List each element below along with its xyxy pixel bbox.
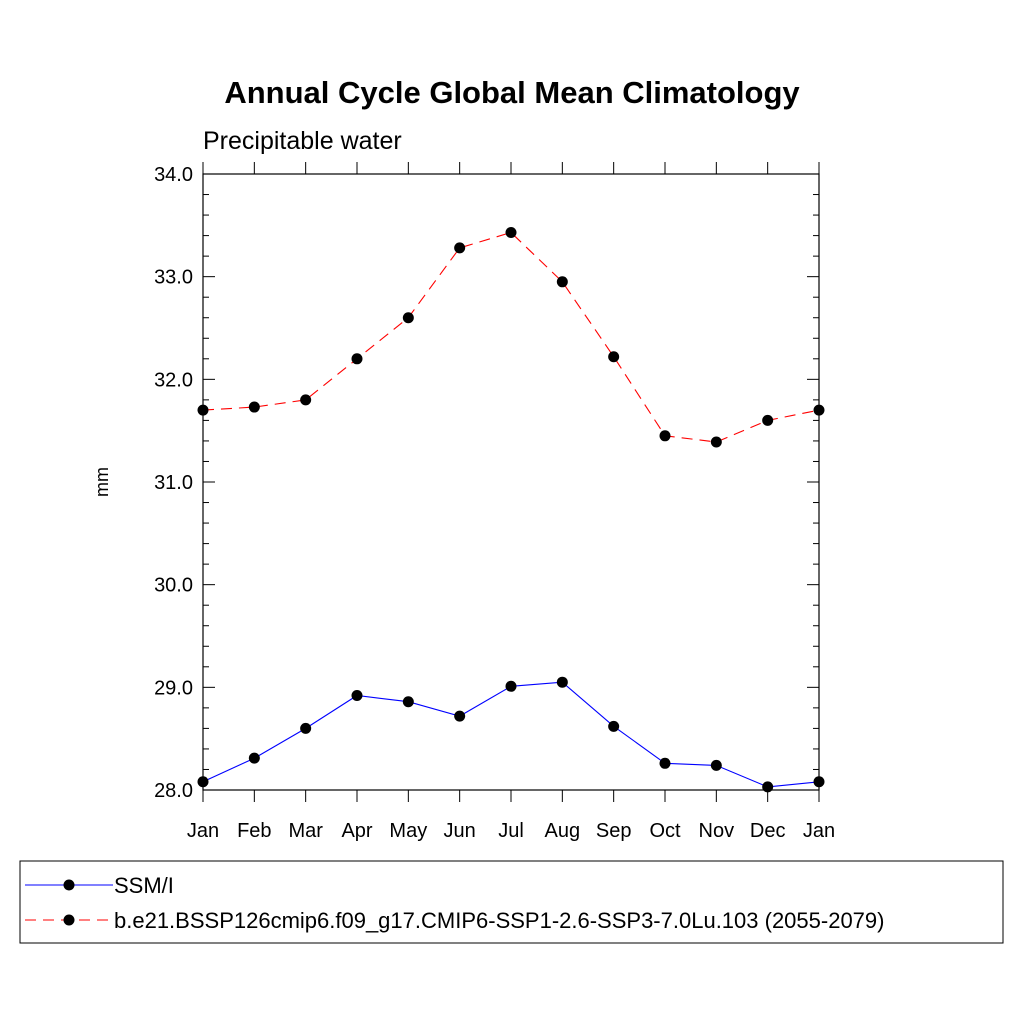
legend-label-model: b.e21.BSSP126cmip6.f09_g17.CMIP6-SSP1-2.… — [114, 908, 884, 933]
data-point-series-0 — [300, 722, 312, 734]
data-point-series-1 — [659, 430, 671, 442]
legend-entry-model: b.e21.BSSP126cmip6.f09_g17.CMIP6-SSP1-2.… — [25, 908, 884, 933]
data-point-series-0 — [710, 759, 722, 771]
x-tick-label: Feb — [237, 820, 271, 842]
x-tick-label: Nov — [699, 820, 735, 842]
x-tick-label: Jan — [187, 820, 219, 842]
series-line-0 — [202, 681, 820, 788]
y-axis-label: mm — [92, 467, 112, 497]
y-tick-labels: 28.0 29.0 30.0 31.0 32.0 33.0 34.0 — [154, 164, 193, 802]
data-point-series-1 — [556, 276, 568, 288]
y-tick-label: 32.0 — [154, 369, 193, 391]
data-point-series-1 — [402, 312, 414, 324]
chart-title: Annual Cycle Global Mean Climatology — [224, 75, 800, 110]
y-tick-label: 34.0 — [154, 164, 193, 186]
y-tick-label: 33.0 — [154, 267, 193, 289]
x-tick-label: Oct — [649, 820, 681, 842]
legend: SSM/I b.e21.BSSP126cmip6.f09_g17.CMIP6-S… — [19, 860, 1004, 944]
data-point-series-0 — [402, 696, 414, 708]
x-tick-label: Jan — [803, 820, 835, 842]
plot-frame — [202, 173, 820, 791]
x-tick-label: Apr — [341, 820, 372, 842]
x-tick-label: Sep — [596, 820, 632, 842]
x-tick-label: Jul — [498, 820, 524, 842]
y-tick-label: 28.0 — [154, 780, 193, 802]
x-tick-labels: Jan Feb Mar Apr May Jun Jul Aug Sep Oct Nov Dec Jan — [187, 820, 835, 842]
data-point-series-1 — [505, 227, 517, 239]
data-series — [197, 227, 825, 793]
series-line-1 — [202, 231, 820, 443]
x-tick-label: Jun — [444, 820, 476, 842]
y-tick-label: 29.0 — [154, 677, 193, 699]
axis-ticks — [202, 162, 820, 802]
legend-entry-ssmi: SSM/I — [25, 873, 174, 898]
data-point-series-0 — [608, 720, 620, 732]
legend-box — [19, 860, 1004, 944]
data-point-series-1 — [762, 414, 774, 426]
data-point-series-1 — [300, 394, 312, 406]
data-point-series-0 — [556, 676, 568, 688]
data-point-series-1 — [710, 436, 722, 448]
data-point-series-1 — [248, 401, 260, 413]
data-point-series-1 — [608, 351, 620, 363]
x-tick-label: Mar — [288, 820, 323, 842]
data-point-series-0 — [659, 757, 671, 769]
data-point-series-1 — [351, 353, 363, 365]
y-tick-label: 30.0 — [154, 575, 193, 597]
x-tick-label: Dec — [750, 820, 786, 842]
data-point-series-0 — [762, 781, 774, 793]
data-point-series-0 — [505, 680, 517, 692]
data-point-series-0 — [351, 690, 363, 702]
x-tick-label: Aug — [545, 820, 581, 842]
data-point-series-1 — [454, 242, 466, 254]
legend-label-ssmi: SSM/I — [114, 873, 174, 898]
legend-marker-ssmi — [63, 879, 75, 891]
chart-subtitle: Precipitable water — [203, 127, 402, 155]
y-tick-label: 31.0 — [154, 472, 193, 494]
data-point-series-0 — [454, 710, 466, 722]
x-tick-label: May — [389, 820, 427, 842]
data-point-series-0 — [248, 752, 260, 764]
legend-marker-model — [63, 914, 75, 926]
